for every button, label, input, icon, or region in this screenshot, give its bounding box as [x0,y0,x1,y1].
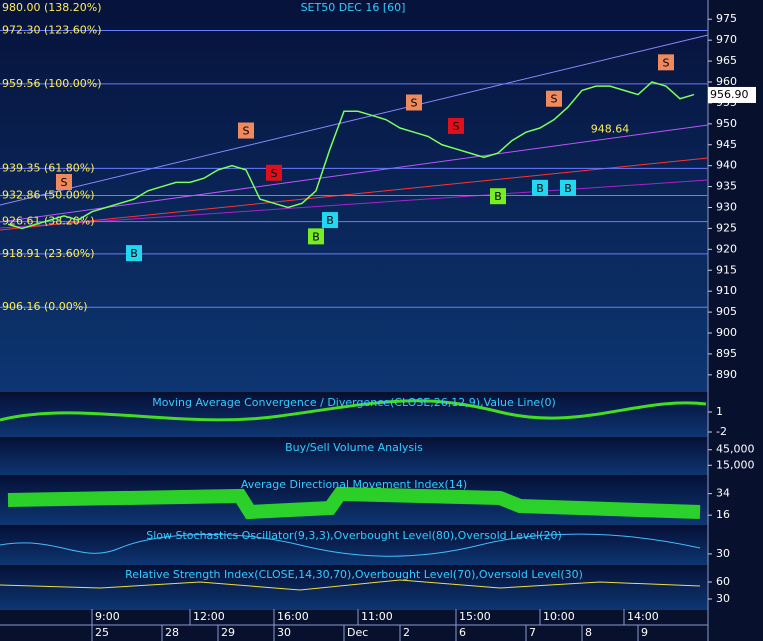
panel-tick-label: 45,000 [716,443,755,456]
signal-marker [658,54,674,71]
y-tick-label: 915 [716,263,737,276]
adx-shape [7,486,701,520]
signal-label: S [61,176,68,189]
level-label: 959.56 (100.00%) [2,77,102,90]
y-tick-label: 960 [716,75,737,88]
panel-tick-label: 16 [716,508,730,521]
y-tick-label: 910 [716,284,737,297]
y-tick-label: 925 [716,221,737,234]
price-line [7,81,695,230]
panel-tick-label: 1 [716,405,723,418]
rsi-shape [0,579,701,591]
level-label: 980.00 (138.20%) [2,1,102,14]
signal-marker [126,245,142,262]
signal-marker [560,179,576,196]
signal-marker [308,228,324,245]
x-tick-label: 11:00 [361,610,393,623]
level-label: 932.86 (50.00%) [2,189,95,202]
x-tick-label: 16:00 [277,610,309,623]
y-tick-label: 945 [716,138,737,151]
x-tick-label: 7 [529,626,536,639]
signal-marker [448,117,464,134]
signal-label: S [453,120,460,133]
stoch-shape [0,533,701,557]
signal-label: S [663,56,670,69]
signal-label: B [130,247,138,260]
x-tick-label: 29 [221,626,235,639]
y-tick-label: 895 [716,347,737,360]
panel-title: Buy/Sell Volume Analysis [285,441,423,454]
last-price-box [708,86,756,103]
panel-tick-label: 34 [716,487,730,500]
x-tick-label: 12:00 [193,610,225,623]
y-tick-label: 970 [716,33,737,46]
panel-tick-label: -2 [716,425,727,438]
panel-tick-label: 30 [716,592,730,605]
x-tick-label: 6 [459,626,466,639]
x-tick-label: 30 [277,626,291,639]
x-tick-label: 14:00 [627,610,659,623]
signal-label: B [564,182,572,195]
macd-shape [0,399,707,422]
level-label: 906.16 (0.00%) [2,300,88,313]
x-tick-label: 25 [95,626,109,639]
signal-marker [322,212,338,229]
panel-tick-label: 30 [716,547,730,560]
last-price-label: 956.90 [710,88,749,101]
x-tick-label: 9 [641,626,648,639]
panel-title: Relative Strength Index(CLOSE,14,30,70),… [125,568,583,581]
x-tick-label: Dec [347,626,368,639]
panel-tick-label: 15,000 [716,458,755,471]
y-tick-label: 965 [716,54,737,67]
signal-marker [532,179,548,196]
panel-tick-label: 60 [716,575,730,588]
signal-label: S [271,167,278,180]
x-tick-label: 2 [403,626,410,639]
signal-label: B [536,182,544,195]
y-tick-label: 940 [716,159,737,172]
annotation: 948.64 [591,123,630,136]
signal-marker [406,94,422,111]
panel-title: Average Directional Movement Index(14) [241,478,467,491]
y-tick-label: 930 [716,201,737,214]
y-tick-label: 905 [716,305,737,318]
x-tick-label: 28 [165,626,179,639]
signal-label: B [494,190,502,203]
chart-title: SET50 DEC 16 [60] [301,1,406,14]
signal-label: B [326,214,334,227]
trend-lines [0,34,709,231]
rsi-panel [0,567,708,610]
signal-marker [490,188,506,205]
signal-marker [238,122,254,139]
signal-marker [546,90,562,107]
x-tick-label: 10:00 [543,610,575,623]
x-tick-label: 8 [585,626,592,639]
signal-label: S [243,125,250,138]
y-tick-label: 900 [716,326,737,339]
level-label: 918.91 (23.60%) [2,247,95,260]
panel-title: Slow Stochastics Oscillator(9,3,3),Overb… [146,529,562,542]
y-tick-label: 890 [716,368,737,381]
level-label: 939.35 (61.80%) [2,161,95,174]
signal-label: B [312,230,320,243]
level-label: 972.30 (123.60%) [2,24,102,37]
signal-marker [56,173,72,190]
signal-label: S [411,96,418,109]
y-tick-label: 935 [716,180,737,193]
y-tick-label: 920 [716,242,737,255]
signal-label: S [551,93,558,106]
volume-panel [0,440,708,475]
x-tick-label: 15:00 [459,610,491,623]
panel-title: Moving Average Convergence / Divergence(… [152,396,556,409]
y-tick-label: 975 [716,12,737,25]
y-tick-label: 950 [716,117,737,130]
signal-marker [266,164,282,181]
x-tick-label: 9:00 [95,610,120,623]
